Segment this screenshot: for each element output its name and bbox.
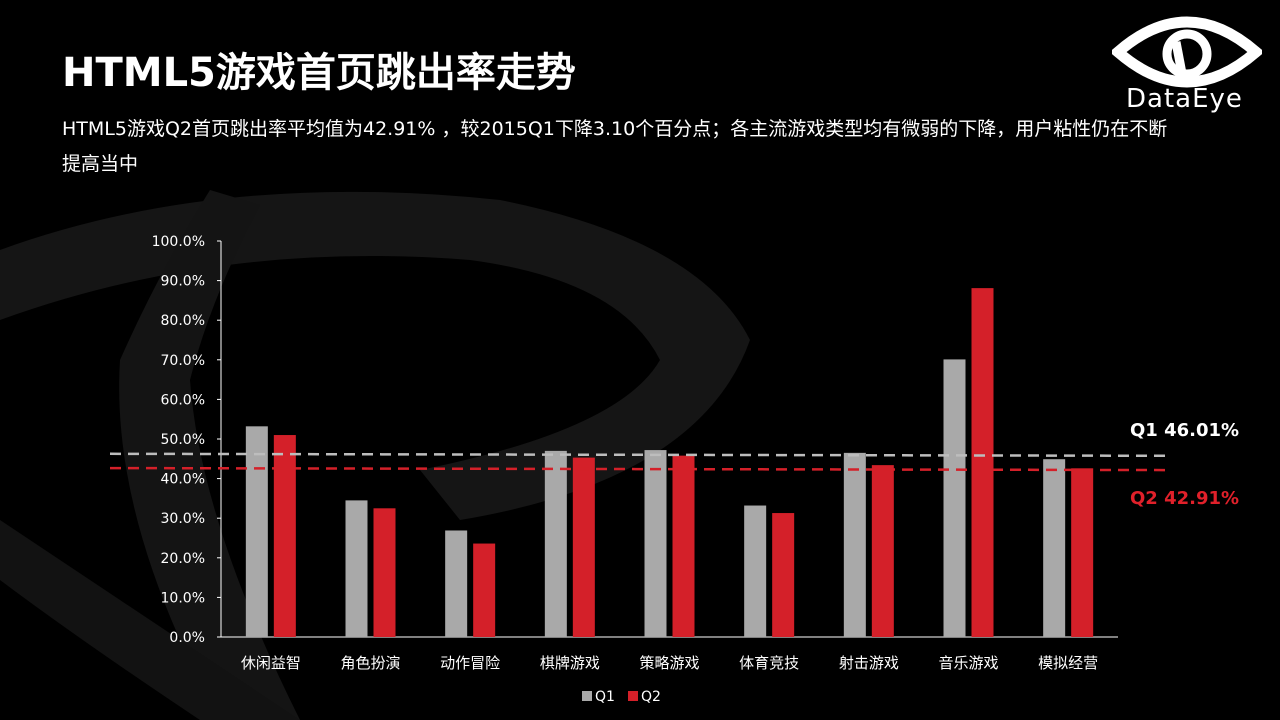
bar-q2-7 [971,288,994,637]
page-title: HTML5游戏首页跳出率走势 [62,50,576,96]
y-tick-label: 50.0% [161,432,205,448]
category-label: 射击游戏 [839,654,899,672]
legend-swatch-q1 [582,691,592,701]
category-label: 休闲益智 [241,654,301,672]
bar-q1-4 [644,450,667,637]
q2-average-line [109,466,1171,472]
category-label: 角色扮演 [340,654,400,672]
y-tick-label: 70.0% [161,353,205,369]
bar-q2-2 [473,543,496,637]
y-tick-label: 10.0% [161,590,205,606]
eye-icon [1112,16,1262,88]
y-tick-label: 100.0% [152,234,205,250]
page-subtitle: HTML5游戏Q2首页跳出率平均值为42.91% ，较2015Q1下降3.10个… [62,118,1168,175]
bar-q2-6 [871,465,894,637]
bar-q1-7 [943,359,966,637]
q1-average-line [109,452,1166,458]
q2-average-label: Q2 42.91% [1130,488,1240,509]
bar-q1-1 [345,500,368,637]
y-tick-label: 20.0% [161,551,205,567]
category-label: 棋牌游戏 [540,654,600,672]
y-tick-label: 90.0% [161,274,205,290]
y-tick-label: 60.0% [161,392,205,408]
category-label: 体育竞技 [739,654,799,672]
bar-q1-5 [744,505,767,637]
bar-q1-0 [245,426,268,637]
y-tick-label: 30.0% [161,511,205,527]
category-label: 动作冒险 [440,654,500,672]
bar-q2-8 [1071,468,1094,637]
category-label: 音乐游戏 [938,654,998,672]
bar-q2-3 [572,457,595,637]
y-tick-label: 0.0% [169,630,205,646]
category-label: 模拟经营 [1038,654,1098,672]
bar-q1-2 [445,530,468,637]
bar-q2-1 [373,508,396,637]
legend-label-q2: Q2 [641,689,661,705]
bar-q1-6 [843,452,866,637]
bar-q1-3 [544,450,567,637]
category-label: 策略游戏 [639,654,699,672]
legend-swatch-q2 [628,691,638,701]
legend-label-q1: Q1 [595,689,615,705]
bar-q2-5 [772,513,795,637]
y-tick-label: 40.0% [161,472,205,488]
bar-q1-8 [1043,459,1066,637]
bar-q2-0 [273,435,296,637]
y-tick-label: 80.0% [161,313,205,329]
bar-q2-4 [672,455,695,637]
q1-average-label: Q1 46.01% [1130,420,1240,441]
logo-text: DataEye [1126,84,1243,114]
